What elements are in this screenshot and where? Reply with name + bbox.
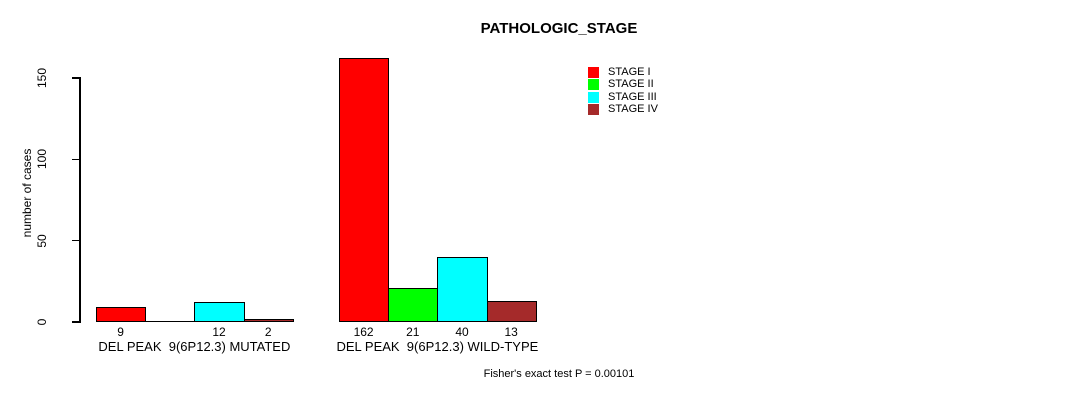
chart-title: PATHOLOGIC_STAGE	[480, 20, 638, 37]
y-tick-mark	[72, 321, 80, 323]
y-tick-mark	[72, 239, 80, 242]
y-tick-mark	[72, 77, 80, 79]
y-axis-label: number of cases	[20, 148, 34, 238]
legend-color-swatch-stage-ii	[588, 79, 599, 90]
bar-value-label: 21	[406, 325, 420, 339]
y-tick-label: 150	[35, 67, 49, 89]
legend-item-label: STAGE III	[608, 90, 657, 103]
bar-stage-iv-group-1	[487, 301, 537, 322]
bar-value-label: 12	[212, 325, 226, 339]
y-tick-label: 0	[35, 318, 49, 326]
group-label: DEL PEAK 9(6P12.3) MUTATED	[98, 339, 291, 354]
bar-stage-iii-group-1	[437, 257, 488, 322]
legend-item-label: STAGE IV	[608, 103, 658, 115]
legend-color-swatch-stage-iv	[588, 104, 599, 115]
legend-item-stage-i: STAGE I	[588, 66, 651, 78]
bar-value-label: 2	[264, 325, 272, 339]
bar-stage-i-group-0	[96, 307, 146, 322]
legend-color-swatch-stage-i	[588, 66, 599, 78]
bar-stage-iv-group-0	[244, 319, 294, 322]
bar-value-label: 13	[504, 325, 518, 339]
bar-value-label: 40	[455, 325, 469, 339]
fisher-test-annotation: Fisher's exact test P = 0.00101	[483, 368, 635, 380]
bar-stage-iii-group-0	[194, 302, 245, 322]
group-label: DEL PEAK 9(6P12.3) WILD-TYPE	[336, 339, 539, 354]
legend-item-label: STAGE II	[608, 78, 654, 90]
bar-value-label: 162	[353, 325, 374, 339]
y-tick-label: 50	[35, 233, 49, 248]
y-tick-label: 100	[35, 149, 49, 170]
legend-item-label: STAGE I	[608, 65, 651, 78]
legend-item-stage-iv: STAGE IV	[588, 104, 658, 116]
y-axis-line	[79, 77, 81, 323]
bar-stage-ii-group-0	[145, 321, 195, 322]
bar-stage-ii-group-1	[388, 288, 438, 322]
legend-item-stage-ii: STAGE II	[588, 79, 654, 91]
legend-item-stage-iii: STAGE III	[588, 91, 657, 103]
y-tick-mark	[72, 158, 80, 161]
legend-color-swatch-stage-iii	[588, 91, 599, 103]
bar-stage-i-group-1	[339, 58, 389, 322]
bar-value-label: 9	[117, 325, 124, 339]
